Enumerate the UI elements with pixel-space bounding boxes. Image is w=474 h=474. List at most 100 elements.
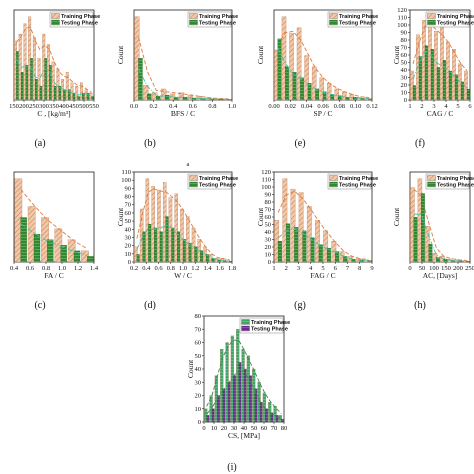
y-axis-label: Count: [186, 359, 195, 378]
legend-swatch: [427, 181, 436, 188]
chart-panel-a: 150 200 250 300 350 400 450 500 550 C , [kg/m³] Tr…: [9, 9, 100, 149]
panel-caption: (c): [34, 300, 45, 311]
testing-bar: [58, 85, 61, 101]
training-bar: [161, 88, 167, 101]
legend-label: Testing Phase: [61, 20, 98, 26]
testing-fit-line: [16, 58, 92, 97]
y-tick-label: 10: [401, 90, 408, 97]
y-tick-label: 60: [195, 340, 202, 347]
testing-bar: [82, 92, 85, 101]
testing-bar: [326, 247, 331, 263]
legend-label: Training Phase: [339, 176, 378, 182]
x-tick-label: 1.0: [58, 265, 66, 272]
x-tick-label: 50: [251, 425, 258, 432]
y-tick-label: 30: [401, 75, 408, 82]
legend-swatch: [189, 19, 198, 26]
x-axis-label: C , [kg/m³]: [37, 109, 70, 118]
training-bar: [65, 72, 69, 101]
legend-swatch: [329, 175, 338, 181]
x-tick-label: 80: [281, 425, 288, 432]
y-tick-label: 90: [265, 192, 272, 199]
y-tick-label: 50: [401, 60, 408, 67]
testing-bar: [87, 256, 94, 263]
testing-bar: [460, 81, 464, 101]
testing-bar: [142, 231, 146, 263]
testing-bar: [194, 246, 198, 263]
x-tick-label: 1.4: [90, 265, 99, 272]
training-bar: [289, 33, 294, 101]
legend-box: [49, 11, 94, 28]
training-bar: [334, 88, 339, 101]
y-tick-label: 0: [404, 97, 407, 104]
y-tick-label: 0: [128, 259, 131, 266]
y-tick-label: 70: [401, 45, 408, 52]
testing-bar: [147, 93, 152, 101]
chart-panel-h: 0 50 100 150 200 250 AC, [Days] Count Training P…: [392, 171, 474, 311]
training-bar: [178, 92, 185, 101]
y-tick-label: 0: [198, 419, 201, 426]
testing-bar: [343, 256, 348, 263]
legend-swatch: [51, 19, 60, 26]
testing-bar: [20, 217, 27, 263]
testing-bar: [217, 395, 220, 423]
legend-swatch: [427, 13, 436, 19]
legend-label: Testing Phase: [437, 20, 474, 26]
legend-label: Training Phase: [437, 176, 474, 182]
legend-box: [187, 173, 232, 190]
x-tick-label: 0: [408, 265, 411, 272]
x-tick-label: 6: [468, 103, 472, 110]
legend-label: Testing Phase: [251, 326, 288, 332]
x-axis-label: SP / C: [314, 109, 333, 118]
testing-bar: [233, 375, 236, 423]
x-tick-label: 450: [69, 103, 79, 110]
training-bar: [174, 193, 178, 263]
legend-swatch: [241, 319, 250, 325]
x-tick-label: 150: [441, 265, 451, 272]
testing-bar: [337, 95, 342, 101]
legend-swatch: [189, 175, 198, 181]
legend-box: [327, 173, 372, 190]
panel-caption: (d): [144, 300, 156, 311]
testing-bar: [53, 85, 57, 101]
testing-fit-line: [206, 369, 282, 419]
x-axis-label: CAG / C: [427, 109, 454, 118]
testing-bar: [442, 59, 446, 101]
testing-bar: [20, 72, 24, 101]
y-tick-label: 30: [265, 237, 272, 244]
y-tick-label: 110: [261, 177, 271, 184]
testing-bar: [211, 408, 215, 423]
training-bar: [70, 82, 74, 101]
x-tick-label: 2: [285, 265, 288, 272]
testing-bar: [466, 261, 470, 263]
training-bar: [75, 85, 79, 101]
legend-label: Training Phase: [339, 14, 378, 20]
x-tick-label: 0.06: [317, 103, 329, 110]
x-tick-label: 0.6: [189, 103, 198, 110]
y-axis-label: Count: [256, 45, 265, 64]
x-tick-label: 1.8: [228, 265, 236, 272]
training-bar: [278, 415, 283, 423]
legend-swatch: [329, 13, 338, 19]
testing-bar: [424, 45, 428, 101]
legend-label: Training Phase: [251, 320, 290, 326]
y-tick-label: 100: [261, 184, 271, 191]
y-tick-label: 50: [195, 353, 202, 360]
testing-bar: [367, 260, 372, 263]
training-bar: [79, 82, 83, 101]
testing-bar: [285, 66, 289, 101]
y-tick-label: 60: [401, 52, 408, 59]
testing-bar: [182, 96, 188, 101]
x-tick-label: 0.02: [285, 103, 296, 110]
x-tick-label: 0.4: [169, 103, 178, 110]
panel-top-label: a: [186, 161, 189, 168]
x-tick-label: 4: [444, 103, 448, 110]
x-tick-label: 0.6: [26, 265, 35, 272]
training-fit-line: [206, 339, 282, 414]
y-axis-label: Count: [392, 207, 401, 226]
y-tick-label: 70: [265, 207, 272, 214]
y-tick-label: 100: [397, 22, 407, 29]
y-tick-label: 80: [265, 199, 272, 206]
panel-caption: (i): [227, 462, 236, 473]
testing-fit-line: [136, 224, 230, 262]
